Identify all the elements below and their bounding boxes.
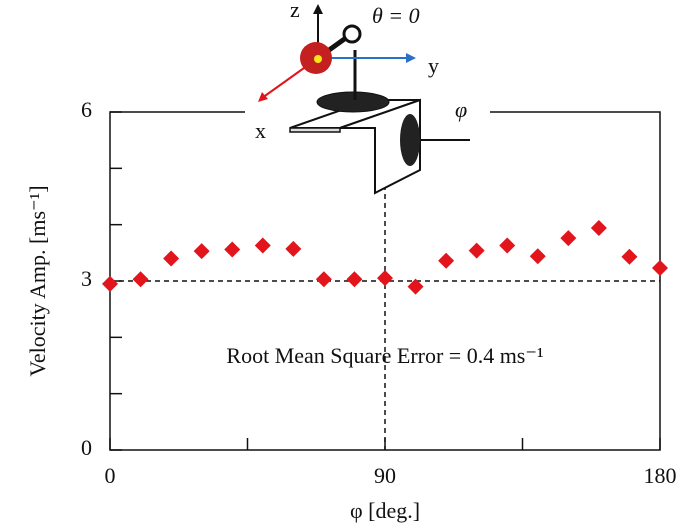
annotation: Root Mean Square Error = 0.4 ms⁻¹ bbox=[226, 343, 543, 368]
data-point bbox=[224, 241, 241, 258]
data-point bbox=[102, 275, 118, 292]
x-tick-label: 0 bbox=[105, 463, 116, 488]
data-point bbox=[468, 242, 485, 259]
data-point bbox=[407, 278, 424, 295]
inset-label: z bbox=[290, 0, 300, 22]
x-axis-label: φ [deg.] bbox=[350, 498, 420, 523]
data-point bbox=[652, 260, 668, 277]
data-point bbox=[590, 220, 607, 237]
inset-diagram: z y x θ = 0 φ bbox=[245, 0, 490, 195]
inset-label: θ = 0 bbox=[372, 3, 420, 28]
y-tick-label: 0 bbox=[81, 435, 92, 460]
data-point bbox=[529, 248, 546, 265]
z-arrow bbox=[313, 4, 323, 14]
data-point bbox=[346, 271, 363, 288]
data-point bbox=[163, 250, 180, 267]
ball-center bbox=[314, 55, 322, 63]
bracket-side bbox=[339, 98, 421, 195]
inset-label: x bbox=[255, 118, 266, 143]
joint bbox=[342, 24, 362, 44]
data-point bbox=[560, 230, 577, 247]
x-arrow bbox=[258, 92, 268, 102]
data-point bbox=[621, 248, 638, 265]
y-tick-label: 6 bbox=[81, 97, 92, 122]
data-point bbox=[254, 237, 271, 254]
data-point bbox=[499, 237, 516, 254]
inset-label: φ bbox=[455, 97, 467, 122]
inset-label: y bbox=[428, 53, 439, 78]
data-point bbox=[377, 270, 393, 287]
y-arrow bbox=[406, 53, 416, 63]
plot-area: 0 3 6 0 90 180 bbox=[81, 97, 677, 488]
side-disk bbox=[400, 114, 420, 166]
x-tick-label: 90 bbox=[374, 463, 396, 488]
data-point bbox=[438, 252, 455, 269]
data-point bbox=[132, 271, 149, 288]
data-point bbox=[193, 243, 210, 260]
data-point bbox=[315, 271, 332, 288]
data-point bbox=[285, 240, 302, 257]
bracket-edge bbox=[289, 127, 341, 133]
x-tick-label: 180 bbox=[644, 463, 677, 488]
y-tick-label: 3 bbox=[81, 266, 92, 291]
disk bbox=[316, 91, 390, 113]
y-axis-label: Velocity Amp. [ms⁻¹] bbox=[25, 185, 50, 376]
